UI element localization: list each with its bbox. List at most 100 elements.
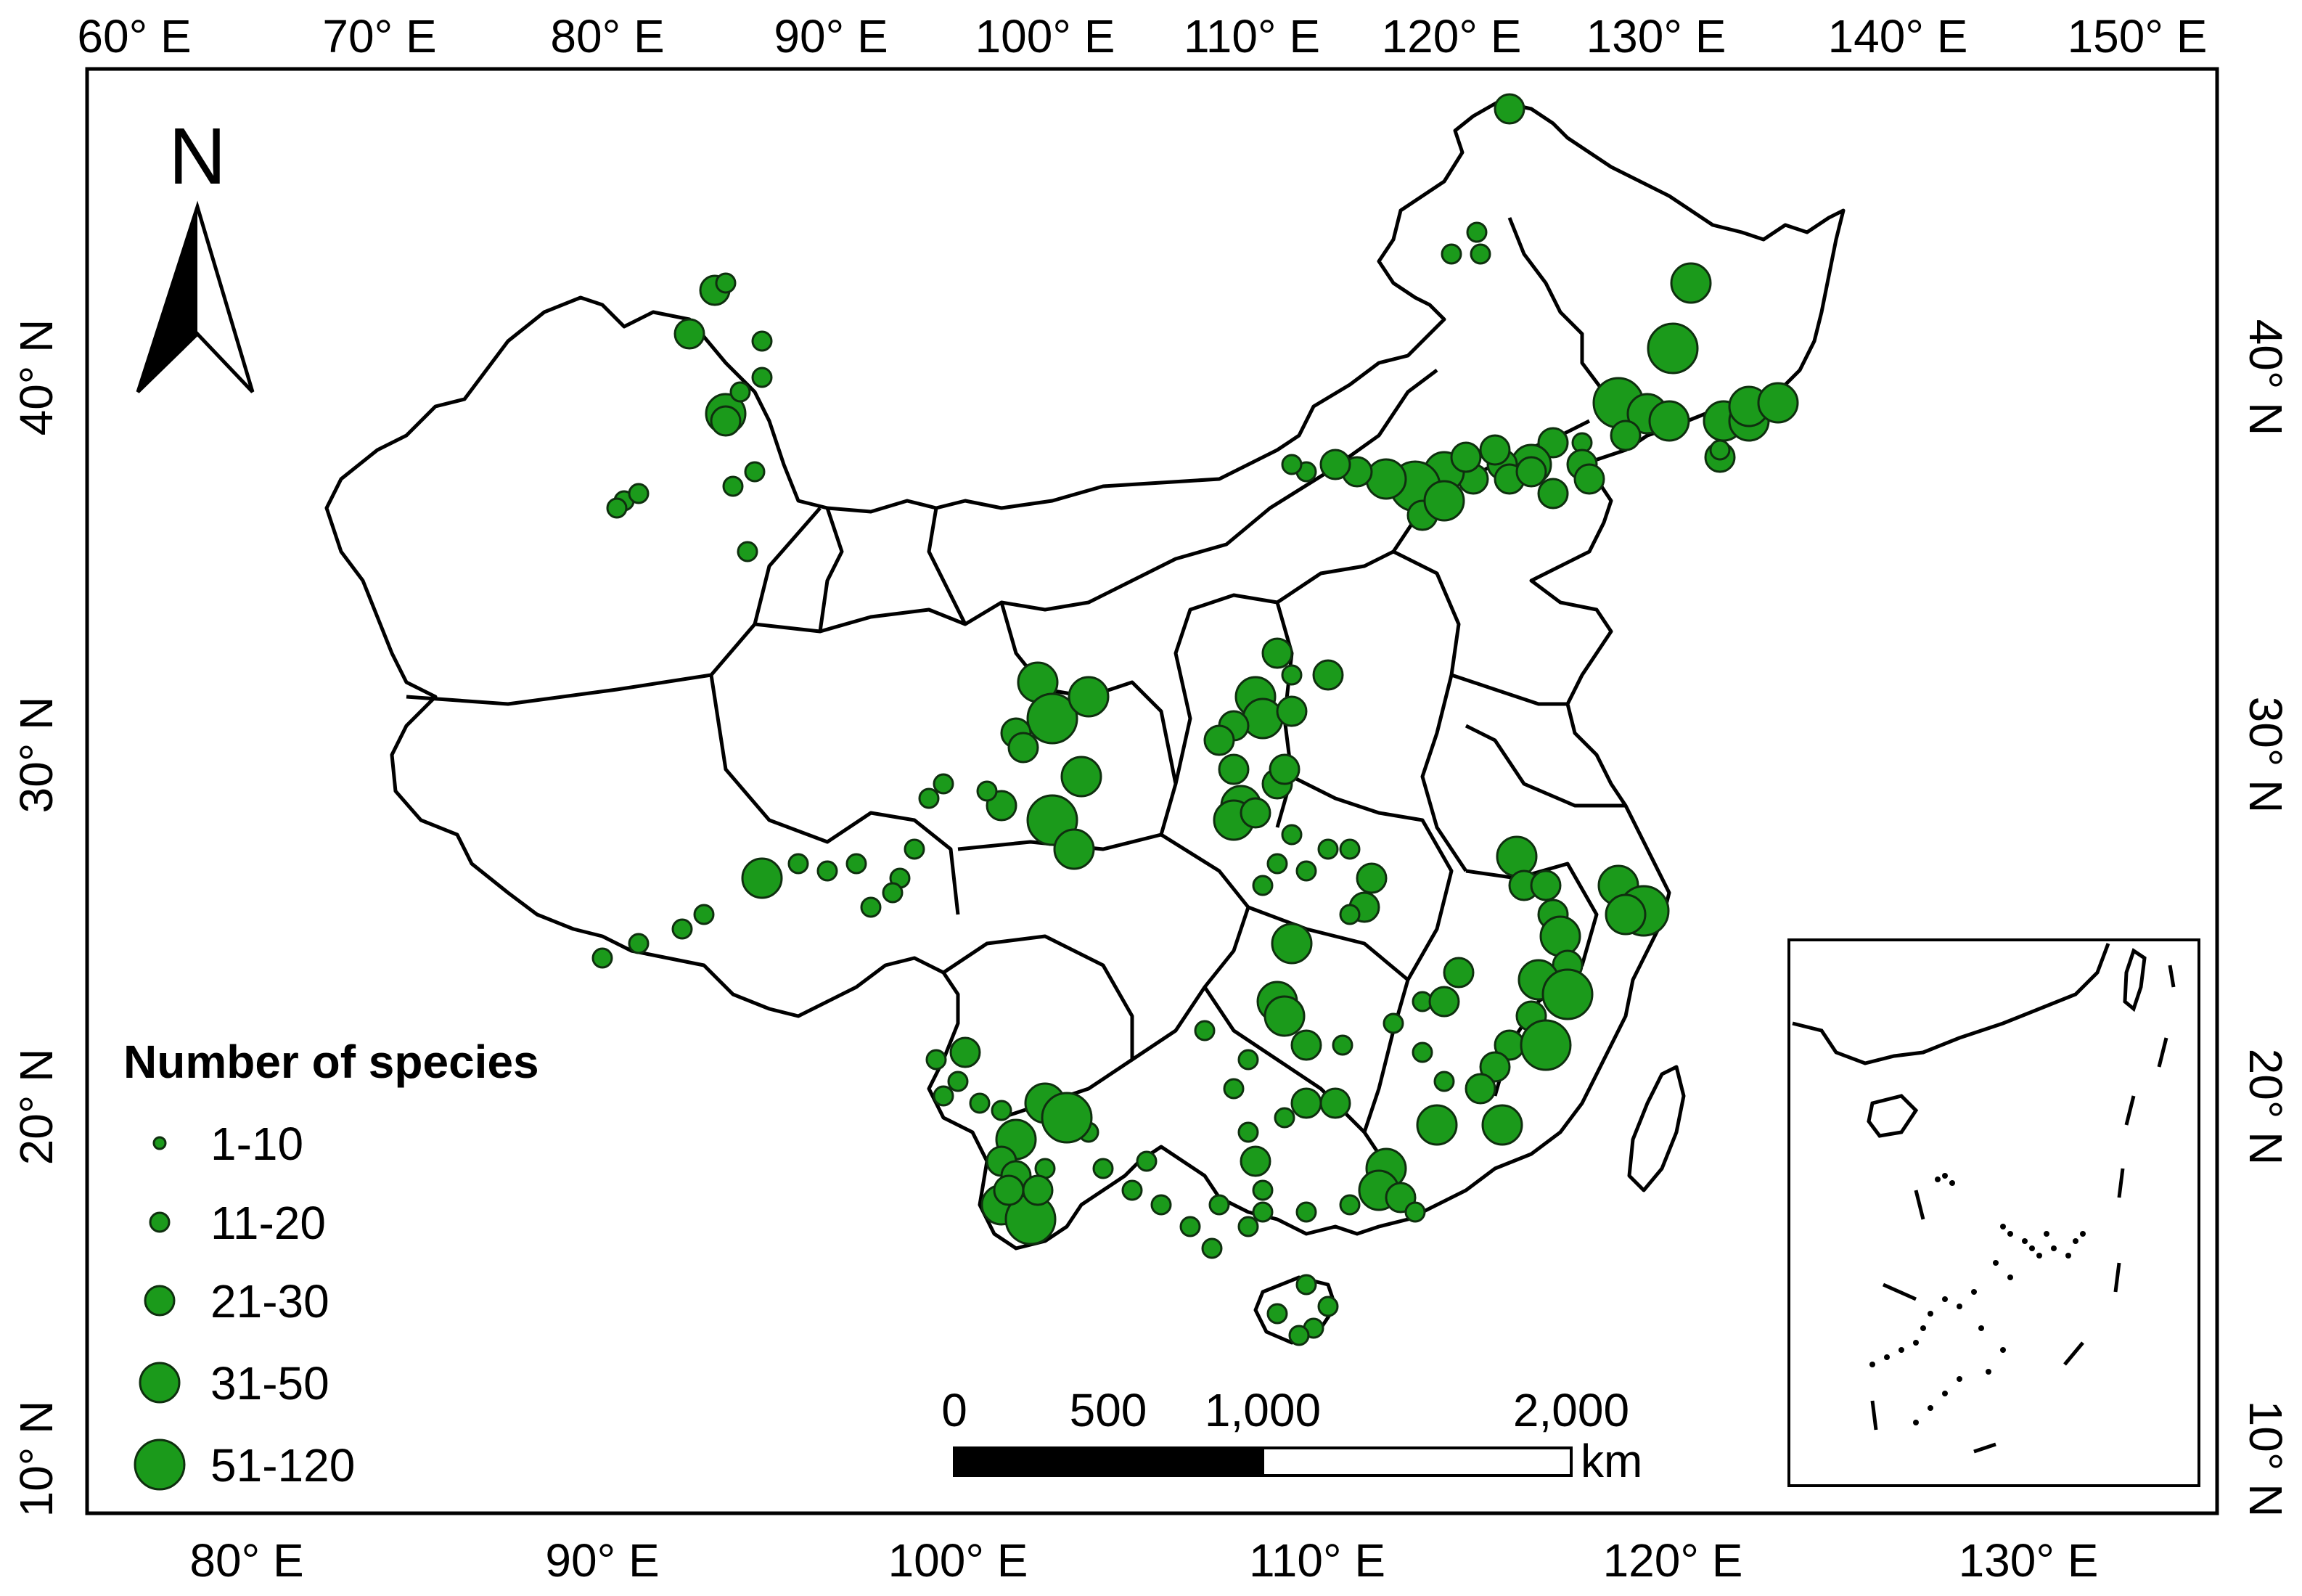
bottom-tick-100: 100° E [888, 1534, 1028, 1587]
site-marker [1295, 1274, 1317, 1296]
site-marker [1479, 1051, 1511, 1083]
top-tick-90: 90° E [774, 10, 888, 62]
inset-dash-10 [1914, 1190, 1925, 1220]
inset-island-dot [2073, 1238, 2078, 1244]
site-marker [1404, 1201, 1426, 1223]
site-marker [1541, 968, 1594, 1020]
site-marker [715, 272, 737, 294]
inset-island-dot [1942, 1173, 1948, 1179]
legend-marker-51-120 [134, 1439, 186, 1491]
site-marker [918, 787, 940, 809]
top-tick-60: 60° E [77, 10, 191, 62]
site-marker [882, 882, 904, 904]
site-marker [1261, 637, 1293, 669]
site-marker [925, 1049, 947, 1071]
site-marker [1339, 904, 1361, 925]
inset-island-dot [1920, 1325, 1926, 1331]
scale-unit: km [1581, 1435, 1642, 1487]
site-marker [1670, 262, 1712, 304]
top-tick-120: 120° E [1382, 10, 1522, 62]
right-axis: 40° N 30° N 20° N 10° N [2240, 319, 2292, 1518]
site-marker [1276, 695, 1308, 727]
top-tick-100: 100° E [975, 10, 1115, 62]
site-marker [737, 541, 758, 562]
bottom-tick-110: 110° E [1249, 1534, 1385, 1587]
inset-island-dot [2000, 1347, 2006, 1353]
site-marker [1288, 1325, 1310, 1346]
site-marker [993, 1174, 1025, 1206]
left-tick-30: 30° N [10, 697, 62, 814]
inset-island-dot [1913, 1340, 1919, 1346]
site-marker [1537, 478, 1569, 510]
site-marker [991, 1100, 1012, 1121]
legend-label-11-20: 11-20 [210, 1197, 326, 1249]
site-marker [1237, 1049, 1259, 1071]
site-marker [1441, 243, 1462, 265]
site-marker [628, 933, 650, 954]
top-tick-70: 70° E [322, 10, 436, 62]
site-marker [933, 773, 954, 795]
site-marker [1194, 1020, 1216, 1042]
inset-taiwan [2123, 948, 2147, 1012]
inset-dash-8 [1870, 1400, 1878, 1431]
site-marker [673, 318, 705, 350]
left-tick-10: 10° N [10, 1401, 62, 1518]
inset-island-dot [1957, 1376, 1962, 1382]
site-marker [1610, 420, 1642, 451]
legend-marker-31-50 [139, 1362, 181, 1404]
inset-island-dot [1898, 1347, 1904, 1353]
scale-bar-black [953, 1446, 1264, 1477]
top-tick-150: 150° E [2068, 10, 2208, 62]
legend-label-51-120: 51-120 [210, 1439, 355, 1491]
site-marker [1317, 1296, 1339, 1317]
site-marker [606, 497, 628, 519]
site-marker [1423, 480, 1465, 522]
inset-island-dot [1957, 1304, 1962, 1309]
legend-label-1-10: 1-10 [210, 1118, 303, 1170]
inset-island-dot [1971, 1289, 1977, 1295]
left-tick-20: 20° N [10, 1049, 62, 1166]
inset-island-dot [2007, 1274, 2013, 1280]
bottom-axis: 80° E 90° E 100° E 110° E 120° E 130° E [189, 1534, 2098, 1587]
site-marker [1201, 1237, 1223, 1259]
inset-islands [1869, 1173, 2086, 1425]
site-marker [729, 381, 751, 403]
left-axis: 40° N 30° N 20° N 10° N [10, 319, 62, 1518]
site-marker [1496, 835, 1538, 877]
site-marker [904, 838, 925, 860]
site-marker [1648, 400, 1690, 442]
site-marker [1383, 1012, 1404, 1034]
inset-island-dot [2080, 1231, 2086, 1237]
site-marker [1252, 1179, 1274, 1201]
site-marker [1356, 862, 1388, 894]
site-marker [860, 896, 882, 918]
inset-dash-1 [2168, 965, 2176, 988]
site-marker [1060, 756, 1102, 798]
inset-hainan [1867, 1094, 1919, 1138]
site-marker [1481, 1104, 1523, 1146]
site-marker [1520, 1019, 1572, 1071]
legend-label-31-50: 31-50 [210, 1357, 329, 1409]
scale-label-2000: 2,000 [1513, 1384, 1629, 1436]
legend-marker-21-30 [144, 1285, 176, 1317]
site-marker [1007, 732, 1039, 764]
legend-marker-11-20 [149, 1211, 171, 1233]
inset-island-dot [2036, 1253, 2042, 1259]
inset-island-dot [1928, 1311, 1933, 1317]
site-marker [1208, 1194, 1230, 1216]
site-marker [1295, 860, 1317, 882]
inset-island-dot [2000, 1224, 2006, 1229]
scale-label-1000: 1,000 [1205, 1384, 1321, 1436]
site-marker [1203, 724, 1235, 756]
inset-island-dot [1928, 1405, 1933, 1411]
site-marker [1573, 463, 1605, 495]
top-tick-140: 140° E [1828, 10, 1968, 62]
inset-island-dot [1993, 1260, 1999, 1266]
site-marker [947, 1071, 969, 1092]
taiwan-island [1627, 1065, 1686, 1192]
inset-island-dot [1942, 1391, 1948, 1396]
site-marker [1470, 243, 1491, 265]
site-marker [1479, 434, 1511, 466]
site-marker [1428, 986, 1460, 1018]
